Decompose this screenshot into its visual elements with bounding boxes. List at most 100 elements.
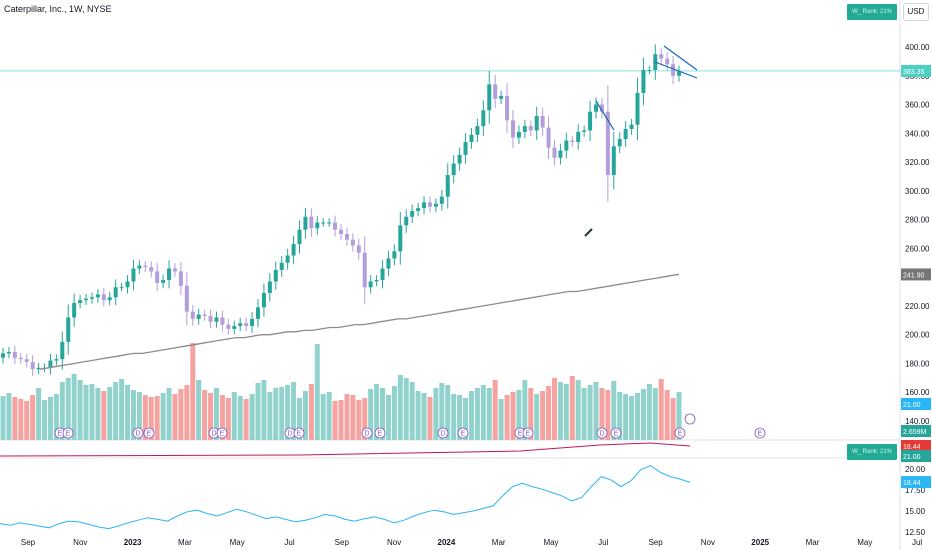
candle-body (623, 128, 628, 140)
volume-bar (581, 388, 587, 440)
volume-bar (629, 396, 635, 440)
candle-body (588, 111, 593, 131)
candle-body (125, 281, 130, 288)
candle-body (475, 126, 480, 135)
volume-bar (53, 394, 59, 440)
price-tick-label: 300.00 (905, 187, 930, 196)
volume-bar (421, 393, 427, 440)
volume-bar (267, 392, 273, 440)
candle-body (95, 294, 100, 298)
volume-bar (587, 385, 593, 440)
vrank-badge-lower: W_ Rank: 21% (847, 444, 897, 460)
volume-bar (569, 376, 575, 440)
candle-body (255, 307, 260, 319)
volume-bar (528, 388, 534, 440)
candle-body (279, 262, 284, 270)
volume-bar (480, 385, 486, 440)
volume-bar (255, 383, 261, 440)
candle-body (463, 141, 468, 155)
time-tick-label: Nov (387, 538, 401, 547)
volume-bar (326, 392, 332, 440)
chart-title: Caterpillar, Inc., 1W, NYSE (4, 4, 112, 14)
volume-bar (154, 396, 160, 440)
candle-body (576, 131, 581, 142)
currency-button[interactable]: USD (903, 3, 929, 21)
price-tick-label: 180.00 (905, 359, 930, 368)
candle-body (522, 126, 527, 132)
volume-bar (261, 380, 267, 440)
volume-bar (617, 392, 623, 440)
time-tick-label: May (857, 538, 872, 547)
ma-price-tag-bg (901, 268, 931, 281)
volume-bar (670, 398, 676, 440)
event-marker-label: E (58, 431, 63, 438)
candle-body (564, 140, 569, 151)
volume-bar (184, 385, 190, 440)
volume-bar (237, 396, 243, 440)
volume-bar (178, 389, 184, 440)
volume-bar (130, 390, 136, 440)
volume-bar (540, 391, 546, 440)
volume-bar (635, 393, 641, 440)
time-tick-label: 2024 (438, 538, 456, 547)
volume-bar (83, 385, 89, 440)
candle-body (350, 239, 355, 246)
volume-bar (551, 378, 557, 440)
candle-body (261, 292, 266, 308)
volume-bar (439, 383, 445, 440)
candle-body (422, 202, 427, 209)
event-marker-label: E (147, 431, 152, 438)
indicator-tag: 18.44 (903, 480, 921, 487)
candle-body (356, 245, 361, 253)
volume-bar (314, 344, 320, 440)
candle-body (72, 303, 77, 318)
last-price-tag-bg (901, 64, 931, 77)
event-marker-icon (143, 427, 155, 439)
volume-bar (652, 388, 658, 440)
volume-bar (166, 388, 172, 440)
candle-body (505, 95, 510, 121)
candle-body (635, 93, 640, 125)
candle-body (499, 95, 504, 99)
candle-body (510, 120, 515, 138)
candle-body (611, 146, 616, 176)
candle-body (386, 258, 391, 269)
volume-bar (59, 382, 65, 440)
indicator-line (0, 465, 691, 530)
price-tick-label: 400.00 (905, 43, 930, 52)
volume-bar (47, 397, 53, 440)
volume-bar (344, 394, 350, 440)
volume-bar (374, 384, 380, 440)
candle-body (416, 208, 421, 211)
candle-body (617, 139, 622, 147)
candle-body (238, 323, 243, 327)
candle-body (48, 360, 53, 368)
candle-body (481, 110, 486, 127)
volume-bar (202, 390, 208, 440)
volume-bar (640, 389, 646, 440)
candle-body (291, 244, 296, 256)
candle-body (404, 216, 409, 226)
volume-bar (190, 343, 196, 440)
strip-tag-red: 18.44 (903, 444, 921, 451)
volume-bar (546, 386, 552, 440)
candle-body (66, 317, 71, 342)
candle-body (149, 267, 154, 272)
candle-body (226, 324, 231, 329)
strip-tag-teal: 21.00 (903, 454, 921, 461)
volume-bar (89, 384, 95, 440)
event-marker-icon (437, 427, 449, 439)
strip-tag-red-bg (901, 440, 931, 452)
candle-body (178, 271, 183, 286)
candle-body (392, 251, 397, 259)
volume-bar (18, 399, 24, 440)
event-marker-label: E (378, 431, 383, 438)
volume-bar (42, 400, 48, 440)
volume-bar (231, 392, 237, 440)
event-marker-icon (457, 427, 469, 439)
volume-bar (243, 399, 249, 440)
event-marker-label: E (678, 431, 683, 438)
price-tick-label: 140.00 (905, 417, 930, 426)
candle-body (36, 367, 41, 370)
volume-bar (605, 390, 611, 440)
